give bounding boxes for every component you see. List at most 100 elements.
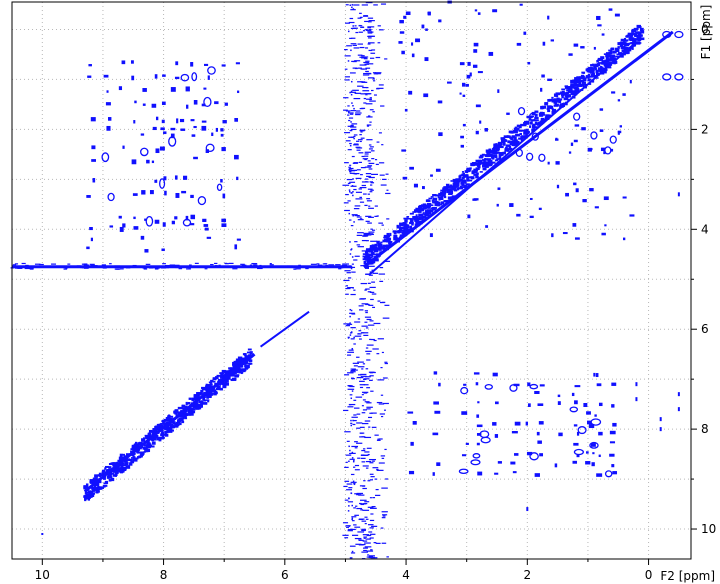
diagonal-peak (620, 54, 624, 58)
diagonal-peak (428, 197, 433, 200)
cross-peak (594, 414, 597, 417)
water-stripe-dot (366, 359, 371, 361)
water-stripe-dot (365, 67, 371, 69)
diagonal-peak (625, 35, 629, 38)
diagonal-peak (413, 209, 417, 213)
diagonal-peak (148, 430, 152, 433)
water-stripe-dot (269, 264, 274, 266)
diagonal-peak (535, 123, 540, 126)
cross-peak (475, 104, 481, 108)
cross-peak (519, 3, 523, 6)
diagonal-peak (516, 140, 520, 144)
diagonal-peak (507, 140, 511, 144)
diagonal-peak (182, 408, 185, 411)
diagonal-peak (181, 413, 185, 418)
diagonal-peak (104, 465, 110, 468)
water-stripe-dot (353, 365, 358, 367)
y-axis-label: F1 [ppm] (699, 5, 713, 60)
diagonal-peak (587, 73, 591, 77)
cross-peak (529, 383, 539, 390)
water-stripe-dot (344, 480, 350, 482)
water-stripe-dot (378, 273, 386, 275)
water-stripe-dot (349, 334, 352, 336)
water-stripe-dot (367, 554, 370, 556)
cross-peak (432, 472, 435, 476)
diagonal-peak (605, 56, 609, 60)
cross-peak (438, 132, 443, 137)
diagonal-peak (483, 159, 486, 164)
diagonal-peak (162, 420, 165, 425)
water-stripe-dot (353, 459, 355, 462)
diagonal-peak (191, 397, 197, 401)
diagonal-peak (637, 38, 642, 42)
water-stripe-dot (342, 534, 349, 536)
diagonal-peak (366, 253, 369, 256)
diagonal-peak (605, 52, 610, 55)
methyl-peak (674, 73, 684, 81)
diagonal-peak (558, 101, 562, 104)
water-stripe-dot (368, 162, 375, 165)
diagonal-peak (558, 98, 562, 102)
diagonal-peak (386, 232, 389, 237)
diagonal-peak (151, 430, 156, 434)
diagonal-peak (198, 400, 203, 404)
diagonal-peak (133, 443, 138, 445)
cross-peak (180, 128, 186, 131)
water-stripe-dot (362, 74, 370, 76)
water-stripe-dot (354, 526, 361, 528)
water-stripe-dot (119, 268, 124, 270)
diagonal-peak (145, 448, 151, 453)
diagonal-peak (551, 96, 554, 99)
water-stripe-dot (369, 97, 372, 99)
diagonal-peak (138, 455, 143, 458)
diagonal-peak (477, 159, 482, 164)
water-stripe-dot (354, 205, 361, 207)
cross-peak (547, 78, 552, 81)
water-stripe-dot (365, 98, 372, 100)
diagonal-peak (206, 397, 209, 399)
water-stripe-dot (349, 170, 356, 172)
cross-peak (597, 24, 602, 27)
diagonal-peak (216, 385, 220, 389)
diagonal-peak (114, 472, 118, 476)
water-stripe-dot (354, 464, 360, 467)
water-stripe-dot (348, 166, 351, 168)
water-stripe-dot (368, 531, 373, 533)
diagonal-peak (417, 210, 422, 213)
water-stripe-dot (350, 452, 356, 454)
diagonal-peak (208, 381, 212, 384)
diagonal-peak (418, 207, 424, 212)
water-stripe-dot (347, 125, 354, 127)
water-stripe-dot (114, 265, 121, 267)
diagonal-peak (487, 158, 492, 161)
water-stripe-dot (363, 232, 371, 235)
water-stripe-dot (348, 119, 351, 122)
water-stripe-dot (364, 166, 372, 168)
diagonal-peak (561, 90, 565, 93)
diagonal-peak (422, 212, 425, 214)
water-stripe-dot (369, 527, 374, 529)
cross-peak (547, 161, 550, 165)
diagonal-peak (486, 151, 491, 155)
diagonal-peak (591, 74, 597, 78)
diagonal-peak (99, 488, 102, 490)
water-stripe-dot (350, 481, 357, 483)
cross-peak (201, 103, 206, 107)
water-stripe-dot (352, 44, 357, 46)
water-stripe-dot (368, 416, 373, 419)
cross-peak (154, 74, 158, 79)
water-stripe-dot (354, 173, 357, 175)
cross-peak (164, 190, 167, 196)
diagonal-peak (581, 75, 585, 78)
cross-peak (460, 135, 464, 139)
water-stripe-dot (365, 72, 371, 75)
cross-peak (611, 91, 616, 94)
cross-peak (211, 132, 214, 136)
cross-peak (538, 207, 542, 210)
diagonal-peak (601, 61, 606, 65)
water-stripe-dot (360, 265, 364, 267)
cross-peak (622, 196, 627, 199)
water-stripe-dot (348, 189, 351, 191)
diagonal-peak (503, 135, 509, 139)
diagonal-peak (479, 171, 483, 173)
